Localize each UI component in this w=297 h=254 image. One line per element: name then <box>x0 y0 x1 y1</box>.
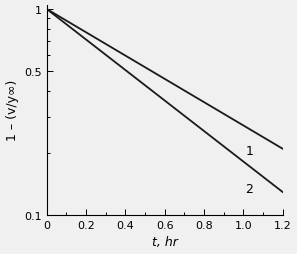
X-axis label: t, hr: t, hr <box>152 235 178 248</box>
Text: 2: 2 <box>245 182 253 195</box>
Y-axis label: 1 – (v/y∞): 1 – (v/y∞) <box>6 80 18 141</box>
Text: 1: 1 <box>245 145 253 158</box>
